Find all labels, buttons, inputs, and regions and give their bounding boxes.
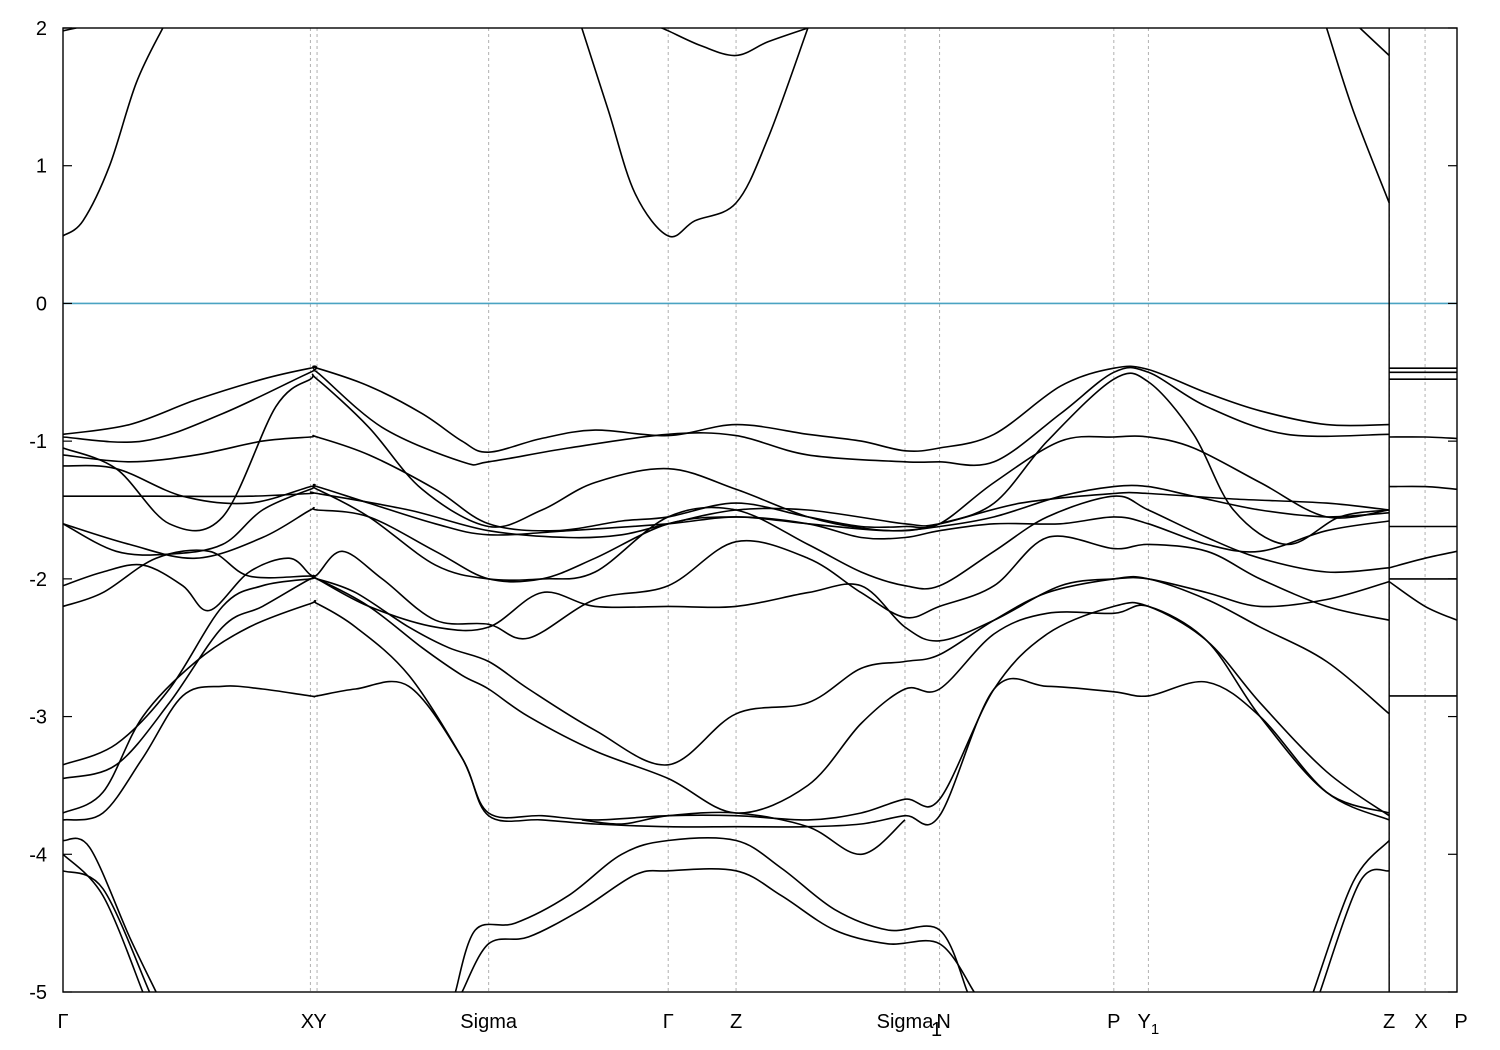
plot-frame: [62, 27, 1458, 993]
kpoint-label-0: Γ: [57, 1011, 68, 1033]
ytick-label-1: -4: [29, 844, 47, 866]
band-17: [63, 574, 1390, 814]
y-axis: -5 -4 -3 -2 -1 0 1 2: [29, 18, 1457, 1004]
band-21: [63, 853, 144, 992]
band-32: [1389, 485, 1457, 491]
band-5: [1359, 28, 1390, 57]
band-12: [63, 506, 1390, 583]
band-2: [581, 28, 809, 238]
kpoint-label-2: Y: [313, 1011, 326, 1033]
band-3: [661, 28, 809, 57]
band-24: [461, 868, 975, 992]
ytick-label-0: -5: [29, 982, 47, 1004]
kpoint-label-9: P: [1107, 1011, 1120, 1033]
band-23: [454, 837, 969, 992]
band-0: [63, 28, 164, 237]
kpoint-label-6: Sigma: [877, 1011, 935, 1033]
band-20: [63, 837, 157, 992]
band-22: [63, 870, 151, 992]
band-26: [1312, 839, 1390, 992]
band-7: [63, 365, 1390, 467]
band-13: [63, 485, 1390, 590]
ytick-label-5: 0: [36, 293, 47, 315]
ytick-label-7: 2: [36, 18, 47, 40]
band-36: [1388, 580, 1457, 621]
kpoint-label-12: X: [1414, 1011, 1427, 1033]
ytick-label-2: -3: [29, 707, 47, 729]
kpoint-label-1: X: [301, 1011, 314, 1033]
kpoint-label-5: Z: [730, 1011, 742, 1033]
band-27: [1319, 868, 1390, 992]
kpoint-label-10: Y1: [1138, 1011, 1160, 1038]
kpoint-label-7: 1: [931, 1019, 942, 1041]
band-11: [63, 491, 1390, 539]
kpoint-label-4: Γ: [663, 1011, 674, 1033]
band-curves: [63, 28, 1457, 992]
band-18: [63, 599, 1390, 821]
band-16: [63, 575, 1390, 766]
ytick-label-4: -1: [29, 431, 47, 453]
kpoint-label-8: N: [936, 1011, 950, 1033]
band-14: [63, 535, 1390, 640]
kpoint-label-11: Z: [1383, 1011, 1395, 1033]
band-25: [581, 811, 906, 856]
band-4: [1325, 28, 1390, 204]
band-34: [1388, 550, 1457, 569]
band-31: [1389, 436, 1457, 440]
band-8: [63, 372, 1390, 546]
band-10: [63, 464, 1390, 536]
band-6: [63, 365, 1390, 454]
kpoint-label-3: Sigma: [460, 1011, 518, 1033]
ytick-label-3: -2: [29, 569, 47, 591]
band-19: [63, 677, 1390, 828]
band-9: [63, 434, 1390, 532]
kpoint-label-13: P: [1454, 1011, 1467, 1033]
ytick-label-6: 1: [36, 156, 47, 178]
